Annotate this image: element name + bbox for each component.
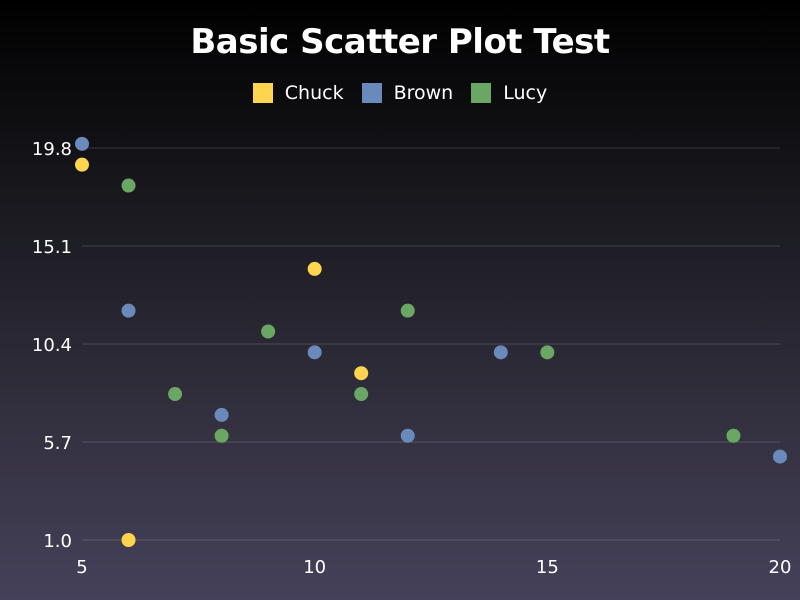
legend-label-chuck: Chuck [284,82,344,104]
data-point-chuck[interactable] [354,366,369,381]
data-point-lucy[interactable] [354,387,369,402]
y-tick-label: 15.1 [32,237,72,258]
x-tick-label: 5 [76,557,87,578]
data-point-brown[interactable] [307,345,322,360]
chart-title: Basic Scatter Plot Test [190,22,610,62]
legend: Chuck Brown Lucy [0,82,800,104]
data-point-brown[interactable] [214,407,229,422]
y-tick-label: 5.7 [43,433,72,454]
data-point-lucy[interactable] [726,428,741,443]
data-point-brown[interactable] [773,449,787,464]
data-point-lucy[interactable] [261,324,276,339]
grid-lines [82,147,780,541]
y-axis-ticks: 1.0 5.7 10.4 15.1 19.8 [32,139,72,552]
data-point-lucy[interactable] [540,345,555,360]
x-tick-label: 10 [303,557,326,578]
data-point-chuck[interactable] [121,533,136,547]
legend-item-lucy[interactable]: Lucy [471,82,547,104]
x-axis-ticks: 5 10 15 20 [76,557,791,578]
data-point-brown[interactable] [400,428,415,443]
legend-swatch-brown [361,83,382,103]
data-point-chuck[interactable] [307,261,322,276]
data-points [75,136,787,547]
y-tick-label: 10.4 [32,335,72,356]
legend-item-chuck[interactable]: Chuck [252,82,344,104]
legend-item-brown[interactable]: Brown [361,82,454,104]
data-point-brown[interactable] [75,136,89,151]
data-point-lucy[interactable] [168,387,183,402]
legend-label-lucy: Lucy [503,82,548,104]
data-point-lucy[interactable] [121,178,136,193]
x-tick-label: 15 [536,557,559,578]
y-tick-label: 19.8 [32,139,72,160]
legend-swatch-lucy [471,83,492,103]
data-point-brown[interactable] [493,345,508,360]
data-point-lucy[interactable] [400,303,415,318]
legend-swatch-chuck [252,83,273,103]
data-point-lucy[interactable] [214,428,229,443]
data-point-chuck[interactable] [75,157,89,172]
y-tick-label: 1.0 [43,531,72,552]
data-point-brown[interactable] [121,303,136,318]
legend-label-brown: Brown [393,82,454,104]
x-tick-label: 20 [769,557,792,578]
